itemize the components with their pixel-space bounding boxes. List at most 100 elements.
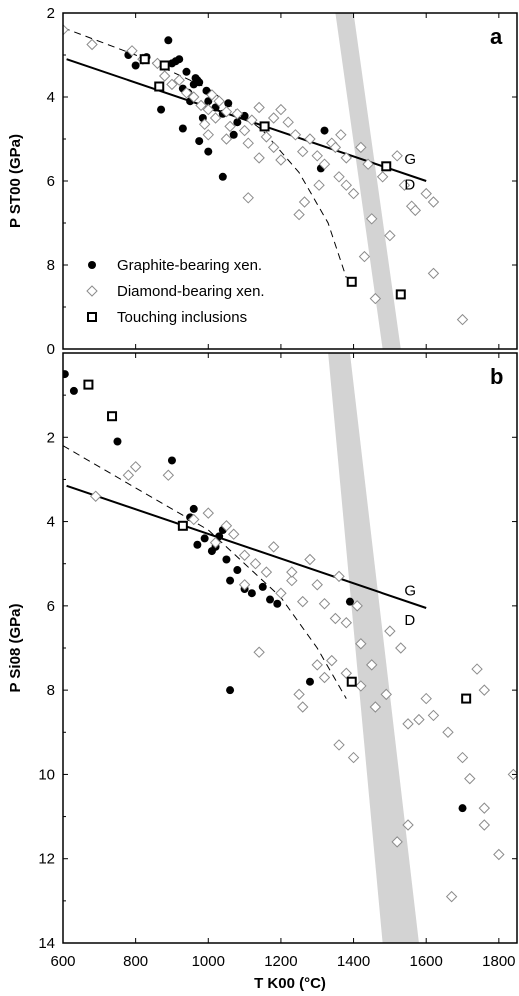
x-tick-label: 1000	[192, 953, 225, 970]
x-axis: 600 800 1000 1200 1400 1600 1800 T K00 (°C)	[50, 953, 515, 992]
diamond-point	[391, 836, 403, 848]
diamond-point	[347, 187, 360, 200]
diamond-point	[358, 250, 371, 263]
diamond-point	[464, 772, 476, 785]
diamond-point	[89, 490, 102, 502]
diamond-point	[289, 129, 302, 141]
diamond-point	[297, 595, 309, 608]
diamond-point	[384, 625, 396, 637]
curve-label-D: D	[404, 612, 415, 629]
diamond-point	[340, 667, 353, 679]
diamond-point	[311, 579, 323, 591]
graphite-point	[182, 67, 191, 76]
legend-marker-touching	[87, 312, 97, 322]
diamond-point	[173, 74, 185, 86]
diamond-point	[188, 513, 200, 526]
diamond-point	[63, 24, 69, 36]
y-tick-label: 6	[47, 598, 55, 615]
diamond-point	[238, 549, 251, 561]
y-tick-label: 8	[47, 257, 55, 274]
diamond-point	[260, 131, 273, 143]
y-tick-label: 2	[47, 429, 55, 446]
diamond-point	[369, 701, 382, 713]
diamond-point	[340, 152, 353, 164]
diamond-point	[304, 553, 316, 566]
legend-label: Diamond-bearing xen.	[117, 283, 265, 300]
diamond-point	[409, 204, 422, 217]
x-tick-label: 1800	[482, 953, 515, 970]
diamond-point	[391, 150, 403, 162]
diamond-point	[398, 179, 411, 191]
diamond-point	[275, 154, 287, 166]
graphite-point	[167, 456, 176, 465]
diamond-point	[420, 187, 432, 200]
diamond-point	[311, 150, 323, 162]
graphite-geotherm-line	[66, 484, 427, 609]
x-tick-label: 600	[50, 953, 75, 970]
graphite-point	[458, 804, 467, 813]
diamond-point	[188, 91, 200, 103]
graphite-point	[229, 130, 238, 139]
graphite-point	[157, 105, 166, 114]
diamond-point	[380, 688, 392, 701]
diamond-point	[293, 208, 305, 221]
x-axis-title: T K00 (°C)	[254, 975, 326, 992]
diamond-point	[253, 152, 265, 164]
y-axis-title: P Si08 (GPa)	[7, 604, 24, 693]
legend-marker-diamond	[86, 285, 98, 297]
diamond-point	[202, 129, 214, 141]
touching-inclusion-point	[395, 289, 406, 300]
diamond-point	[329, 612, 342, 625]
diamond-point	[122, 469, 135, 481]
legend-label: Touching inclusions	[117, 309, 247, 326]
x-tick-label: 800	[123, 953, 148, 970]
diamond-point	[220, 520, 233, 532]
diamond-point	[318, 598, 331, 610]
diamond-point	[253, 646, 265, 658]
diamond-point	[286, 574, 298, 587]
diamond-point	[329, 141, 342, 154]
diamond-point	[227, 528, 240, 540]
panel-b: GD 2 4 6 8 10 12 14 P Si08 (GPa) b	[7, 352, 518, 952]
x-tick-label: 1200	[264, 953, 297, 970]
y-tick-label: 12	[38, 851, 55, 868]
diamond-point	[166, 78, 178, 91]
diamond-point	[335, 129, 347, 141]
diamond-point	[333, 171, 345, 183]
panel-a: GD 2 4 6 8 0 P ST00 (GPa) a	[7, 5, 518, 358]
legend-marker-graphite	[88, 261, 96, 269]
touching-inclusion-point	[159, 60, 170, 71]
graphite-point	[215, 532, 224, 541]
diamond-point	[242, 137, 254, 149]
diamond-point	[246, 114, 258, 126]
diamond-point	[340, 617, 353, 629]
curve-label-G: G	[404, 582, 416, 599]
diamond-point	[427, 709, 440, 722]
diamond-point	[326, 654, 338, 667]
graphite-point	[189, 504, 198, 513]
diamond-point	[362, 158, 374, 170]
curve-label-G: G	[404, 151, 416, 168]
touching-inclusion-point	[107, 411, 118, 422]
diamond-point	[355, 680, 367, 692]
diamond-point	[209, 536, 222, 549]
diamond-point	[198, 118, 211, 131]
panel-letter: b	[490, 364, 503, 389]
diamond-point	[297, 145, 309, 158]
graphite-point	[164, 36, 173, 45]
diamond-point	[456, 313, 469, 326]
diamond-point	[129, 461, 142, 473]
diamond-point	[238, 579, 251, 591]
y-tick-label: 8	[47, 682, 55, 699]
touching-inclusion-point	[346, 676, 357, 687]
diamond-point	[224, 120, 236, 133]
graphite-point	[113, 437, 122, 446]
diamond-point	[402, 718, 414, 730]
diamond-point	[478, 802, 491, 814]
diamond-point	[298, 196, 311, 208]
plot-area	[63, 353, 517, 943]
diamond-point	[366, 213, 378, 225]
legend: Graphite-bearing xen. Diamond-bearing xen…	[86, 257, 265, 326]
graphite-point	[273, 599, 282, 608]
